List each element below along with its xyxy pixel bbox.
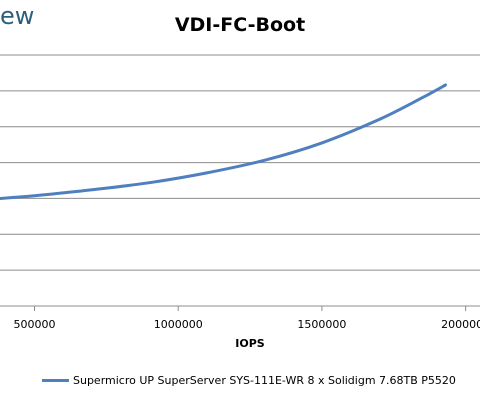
x-tick-label: 1500000 (297, 318, 346, 331)
brand-logo-fragment: ew (0, 2, 35, 30)
x-tick-label: 1000000 (154, 318, 203, 331)
x-ticks: 500000 1000000 1500000 2000000 (13, 306, 480, 331)
legend-swatch (42, 378, 69, 382)
x-tick-label: 500000 (13, 318, 55, 331)
series-lines (0, 83, 447, 200)
gridlines (0, 54, 480, 307)
legend-entry: Supermicro UP SuperServer SYS-111E-WR 8 … (73, 373, 456, 387)
x-tick-label: 2000000 (441, 318, 480, 331)
chart-title: VDI-FC-Boot (174, 14, 306, 36)
x-axis-label: IOPS (235, 337, 265, 350)
series-line (0, 83, 447, 200)
legend: Supermicro UP SuperServer SYS-111E-WR 8 … (42, 372, 456, 388)
